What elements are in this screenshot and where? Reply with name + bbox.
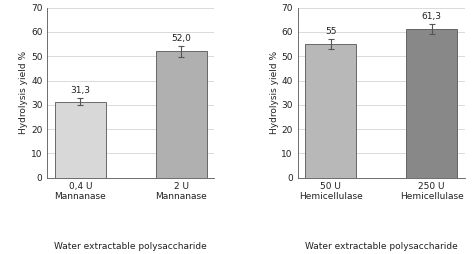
Text: Water extractable polysaccharide: Water extractable polysaccharide — [55, 243, 207, 251]
Text: Water extractable polysaccharide: Water extractable polysaccharide — [305, 243, 457, 251]
Text: 61,3: 61,3 — [422, 12, 442, 21]
Text: 31,3: 31,3 — [70, 86, 90, 95]
Text: 55: 55 — [325, 27, 336, 36]
Y-axis label: Hydrolysis yield %: Hydrolysis yield % — [270, 51, 279, 134]
Bar — [156, 51, 207, 178]
Y-axis label: Hydrolysis yield %: Hydrolysis yield % — [19, 51, 28, 134]
Text: 52,0: 52,0 — [172, 34, 191, 43]
Bar — [406, 29, 457, 178]
Bar — [55, 102, 106, 178]
Bar — [305, 44, 356, 178]
